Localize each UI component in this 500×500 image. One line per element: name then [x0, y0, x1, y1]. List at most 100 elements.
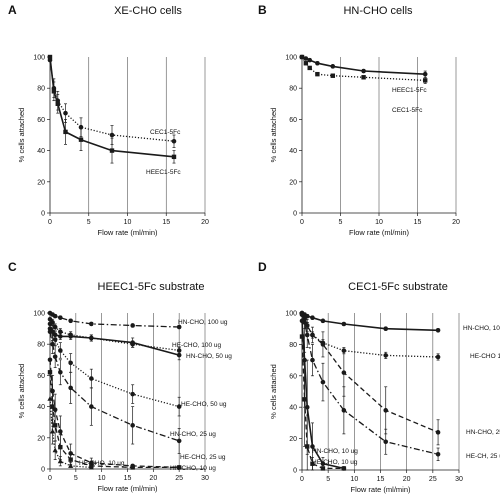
- panel-letter: B: [258, 3, 267, 17]
- data-point: [109, 148, 115, 153]
- y-tick-label: 0: [293, 468, 297, 475]
- data-point: [51, 89, 57, 94]
- data-point: [302, 397, 307, 402]
- chart-title: HN-CHO cells: [343, 5, 413, 17]
- y-axis-label: % cells attached: [17, 364, 26, 419]
- data-point: [303, 56, 309, 61]
- data-point: [58, 429, 63, 434]
- data-point: [50, 404, 55, 409]
- data-point: [52, 313, 58, 319]
- series-label: HN-CHO, 10 ug: [170, 465, 216, 472]
- data-point: [68, 385, 73, 391]
- data-point: [341, 466, 347, 471]
- data-point: [299, 334, 305, 339]
- data-point: [307, 57, 313, 63]
- y-tick-label: 100: [285, 311, 297, 318]
- data-point: [52, 423, 58, 428]
- series-line: [49, 359, 180, 469]
- series-cec1-5fc: CEC1-5Fc: [299, 54, 428, 114]
- data-point: [176, 324, 182, 330]
- data-point: [130, 391, 135, 397]
- y-tick-label: 100: [33, 55, 45, 62]
- y-tick-label: 80: [37, 342, 45, 349]
- y-tick-label: 60: [37, 373, 45, 380]
- data-point: [310, 357, 315, 363]
- data-point: [63, 110, 68, 116]
- data-point: [435, 327, 441, 333]
- data-point: [305, 444, 310, 449]
- data-point: [58, 348, 63, 353]
- panel-letter: D: [258, 260, 267, 274]
- data-point: [330, 64, 336, 69]
- chart-title: XE-CHO cells: [114, 5, 182, 17]
- data-point: [310, 444, 315, 449]
- data-point: [361, 75, 366, 80]
- series-heec1-5fc: HEEC1-5Fc: [299, 54, 428, 94]
- data-point: [341, 370, 347, 375]
- x-tick-label: 25: [175, 475, 183, 482]
- x-tick-label: 0: [300, 476, 304, 483]
- data-point: [58, 444, 63, 450]
- data-point: [320, 318, 326, 324]
- data-point: [304, 332, 310, 338]
- data-point: [68, 318, 73, 324]
- data-point: [383, 439, 389, 445]
- data-point: [47, 396, 53, 401]
- data-point: [310, 461, 315, 466]
- x-tick-label: 0: [300, 219, 304, 226]
- series-he-cho-50-ug: HE-CHO, 50 ug: [47, 321, 227, 417]
- y-tick-label: 40: [289, 405, 297, 412]
- series-label: HEEC1-5Fc: [146, 169, 181, 176]
- data-point: [89, 335, 94, 341]
- data-point: [68, 463, 74, 468]
- data-point: [63, 129, 68, 135]
- data-point: [47, 54, 53, 60]
- x-axis-label: Flow rate (ml/min): [97, 228, 158, 237]
- series-label: HE-CHO, 50 ug: [181, 401, 227, 408]
- data-point: [52, 447, 58, 453]
- y-tick-label: 80: [289, 342, 297, 349]
- data-point: [171, 154, 177, 160]
- series-line: [301, 312, 439, 433]
- x-tick-label: 0: [48, 219, 52, 226]
- data-point: [176, 352, 182, 358]
- x-tick-label: 20: [403, 476, 411, 483]
- data-point: [315, 60, 320, 66]
- y-axis-label: % cells attached: [269, 364, 278, 419]
- series-label: HN-CHO, 25 ug: [466, 429, 500, 436]
- series-line: [301, 336, 344, 470]
- series-label: HE-CHO, 10 ug: [312, 459, 358, 466]
- x-tick-label: 20: [201, 219, 209, 226]
- y-tick-label: 0: [41, 467, 45, 474]
- series-hn-cho-100-ug: HN-CHO, 100 ug: [47, 310, 228, 330]
- data-point: [47, 370, 53, 375]
- data-point: [304, 404, 310, 410]
- data-point: [130, 423, 135, 428]
- data-point: [58, 369, 63, 375]
- series-label: HE-CHO, 25 ug: [180, 454, 226, 461]
- x-tick-label: 5: [74, 475, 78, 482]
- x-tick-label: 15: [124, 475, 132, 482]
- data-point: [78, 124, 84, 130]
- series-hn-cho-25-ug: HN-CHO, 25 ug: [47, 329, 216, 454]
- data-point: [330, 73, 335, 78]
- data-point: [310, 332, 315, 338]
- y-tick-label: 20: [289, 436, 297, 443]
- data-point: [320, 466, 326, 471]
- data-point: [52, 324, 58, 330]
- data-point: [315, 71, 320, 77]
- x-tick-label: 20: [452, 219, 460, 226]
- series-label: HE-CHO 100 ug: [470, 353, 500, 360]
- series-label: CEC1-5Fc: [392, 107, 423, 114]
- series-line: [49, 318, 180, 352]
- data-point: [299, 54, 305, 60]
- chart-panel-a: A XE-CHO cells 0 20 40 60 80 100 0 5 10 15 20 Flow ra…: [8, 3, 209, 237]
- data-point: [320, 342, 326, 347]
- data-point: [50, 341, 55, 347]
- data-point: [57, 458, 63, 464]
- data-point: [58, 315, 63, 320]
- data-point: [307, 65, 312, 71]
- series-label: HN-CHO, 100 ug: [463, 325, 500, 332]
- data-point: [423, 78, 428, 83]
